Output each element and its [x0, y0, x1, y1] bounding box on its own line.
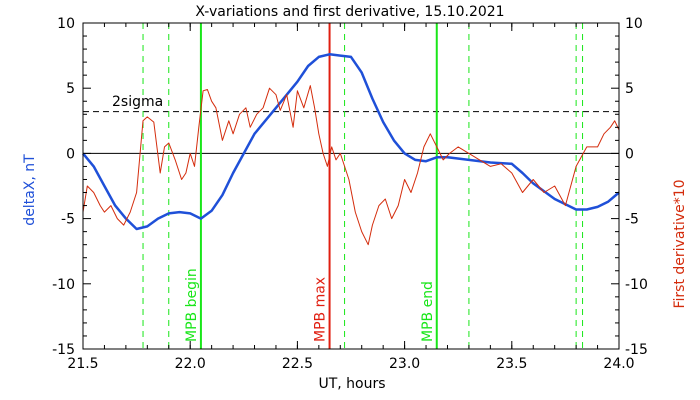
x-axis-label: UT, hours — [318, 376, 385, 392]
y-right-tick-label-5: 10 — [625, 16, 643, 32]
y-left-tick-label-3: 0 — [66, 146, 75, 162]
x-tick-label-3: 23.0 — [389, 356, 420, 372]
x-tick-label-2: 22.5 — [282, 356, 313, 372]
x-tick-label-4: 23.5 — [496, 356, 527, 372]
series-line-derivative — [82, 85, 620, 246]
y-left-tick-label-4: 5 — [66, 81, 75, 97]
tick-layer: 21.5 22.0 22.5 23.0 23.5 24.0-15-10-50510-15-… — [52, 16, 648, 372]
marker-label-0: MPB begin — [184, 268, 200, 342]
y-axis-label-left: deltaX, nT — [22, 154, 38, 226]
y-left-tick-label-5: 10 — [57, 16, 75, 32]
chart-title: X-variations and first derivative, 15.10… — [195, 4, 504, 20]
series-line-deltaX — [82, 53, 620, 231]
series-layer — [82, 53, 620, 246]
marker-label-2: MPB end — [420, 281, 436, 342]
sigma-label: 2sigma — [112, 94, 163, 110]
x-tick-label-1: 22.0 — [175, 356, 206, 372]
y-right-tick-label-0: -15 — [625, 342, 648, 358]
y-right-tick-label-1: -10 — [625, 277, 648, 293]
y-axis-label-right: First derivative*10 — [672, 179, 688, 308]
plot-frame — [82, 22, 620, 350]
grid-layer — [83, 111, 619, 154]
y-right-tick-label-3: 0 — [625, 146, 634, 162]
y-left-tick-label-1: -10 — [52, 277, 75, 293]
y-left-tick-label-2: -5 — [61, 212, 75, 228]
y-right-tick-label-4: 5 — [625, 81, 634, 97]
vertical-markers — [142, 23, 584, 349]
y-right-tick-label-2: -5 — [625, 212, 639, 228]
vline-labels: MPB begin MPB max MPB end — [184, 268, 436, 342]
x-tick-label-5: 24.0 — [603, 356, 634, 372]
marker-label-1: MPB max — [313, 277, 329, 342]
plot-border — [82, 22, 620, 350]
x-tick-label-0: 21.5 — [67, 356, 98, 372]
y-left-tick-label-0: -15 — [52, 342, 75, 358]
